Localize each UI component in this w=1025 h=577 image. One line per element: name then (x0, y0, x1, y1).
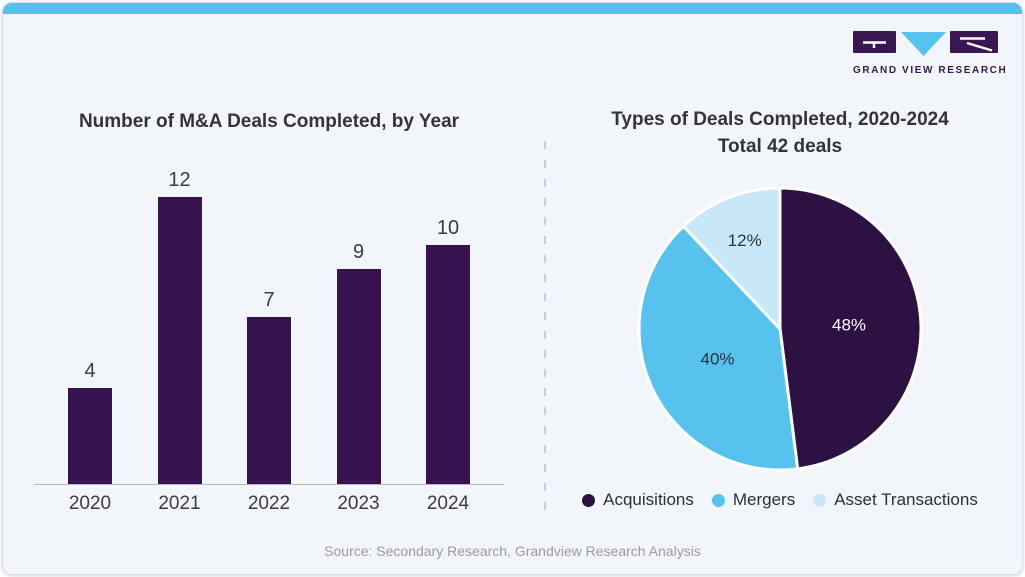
bar-group-2024: 10 (426, 217, 470, 484)
bar-value-label: 9 (352, 241, 365, 263)
legend-label: Asset Transactions (834, 490, 978, 509)
brand-name: GRAND VIEW RESEARCH (853, 65, 1008, 76)
bar-chart-title: Number of M&A Deals Completed, by Year (78, 111, 460, 132)
pie-legend: Acquisitions Mergers Asset Transactions (544, 490, 1016, 510)
pie-percent-label-acquisitions: 48% (832, 316, 866, 335)
pie-chart-subtitle: Total 42 deals (717, 136, 843, 157)
pie-percent-label-asset-transactions: 12% (728, 231, 762, 250)
x-axis-label-2021: 2021 (158, 493, 201, 514)
bar-chart-panel: Number of M&A Deals Completed, by Year 4… (34, 3, 504, 574)
logo-r-glyph (960, 37, 993, 52)
logo-g-glyph (863, 41, 886, 48)
panel-divider (544, 141, 546, 513)
x-axis-label-2023: 2023 (337, 493, 380, 514)
logo-v-triangle (901, 32, 946, 56)
pie-chart-panel: Types of Deals Completed, 2020-2024 Tota… (544, 3, 1016, 574)
x-axis-line (34, 484, 504, 485)
legend-item-acquisitions: Acquisitions (582, 490, 694, 510)
pie-slice-mergers (637, 224, 800, 472)
bar-group-2022: 7 (247, 289, 291, 484)
bar-group-2021: 12 (157, 169, 202, 484)
pie-chart-title: Types of Deals Completed, 2020-2024 (611, 109, 949, 130)
x-axis-labels: 2020 2021 2022 2023 2024 (68, 493, 470, 515)
source-note: Source: Secondary Research, Grandview Re… (324, 543, 701, 559)
legend-dot-asset-transactions (813, 493, 827, 507)
gvr-logo-mark (853, 31, 998, 56)
gvr-logo: GRAND VIEW RESEARCH (853, 27, 1008, 76)
legend-dot-acquisitions (582, 493, 596, 507)
bar-2023 (336, 269, 381, 484)
pie-slice-acquisitions (778, 186, 923, 471)
bar-value-label: 4 (84, 360, 96, 382)
legend-item-mergers: Mergers (711, 490, 796, 510)
bar-2021 (157, 197, 202, 484)
bar-chart: 4 12 7 9 10 (68, 169, 470, 484)
bar-2022 (247, 317, 291, 484)
legend-label: Acquisitions (603, 490, 694, 509)
pie-slice-asset-transactions (681, 186, 782, 331)
top-accent-bar (3, 3, 1022, 14)
bar-group-2023: 9 (336, 241, 381, 484)
bar-2024 (426, 245, 470, 484)
legend-label: Mergers (732, 490, 796, 509)
x-axis-label-2022: 2022 (247, 493, 291, 514)
pie-percent-label-mergers: 40% (700, 349, 734, 368)
bar-value-label: 10 (436, 217, 460, 239)
bar-group-2020: 4 (68, 360, 112, 484)
bar-2020 (68, 388, 112, 484)
x-axis-label-2020: 2020 (68, 493, 112, 514)
pie-chart: 48% 40% 12% (637, 186, 923, 472)
legend-dot-mergers (711, 493, 725, 507)
bar-value-label: 12 (168, 169, 191, 191)
bar-value-label: 7 (263, 289, 275, 311)
x-axis-label-2024: 2024 (426, 493, 470, 514)
pie-chart-titles: Types of Deals Completed, 2020-2024 Tota… (544, 106, 1016, 160)
legend-item-asset-transactions: Asset Transactions (813, 490, 978, 510)
